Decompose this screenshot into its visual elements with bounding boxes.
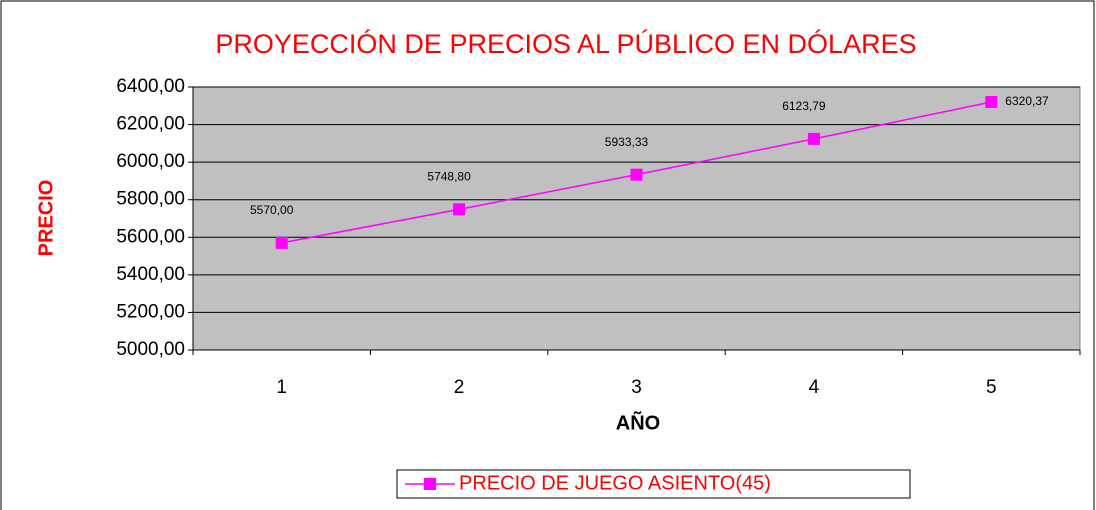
x-tick-label: 4: [809, 377, 820, 398]
data-label: 5748,80: [427, 170, 471, 184]
point: [453, 203, 466, 216]
y-tick-label: 6000,00: [116, 151, 185, 172]
plot-area: [192, 86, 1081, 351]
legend-label: PRECIO DE JUEGO ASIENTO(45): [459, 472, 771, 494]
legend-marker: [424, 478, 436, 490]
y-tick-label: 5000,00: [116, 339, 185, 360]
point: [275, 236, 288, 249]
y-axis-label: PRECIO: [35, 180, 57, 257]
y-tick-label: 5200,00: [116, 301, 185, 322]
legend-box: [396, 469, 911, 499]
x-tick-label: 1: [276, 377, 287, 398]
x-tick-label: 2: [454, 377, 465, 398]
y-tick-label: 5400,00: [116, 264, 185, 285]
y-tick-label: 5800,00: [116, 189, 185, 210]
data-label: 6123,79: [782, 99, 826, 113]
data-label: 5570,00: [250, 203, 294, 217]
point: [630, 168, 643, 181]
point: [807, 132, 820, 145]
x-tick-label: 5: [986, 377, 997, 398]
x-axis-label: AÑO: [616, 411, 660, 434]
chart-title: PROYECCIÓN DE PRECIOS AL PÚBLICO EN DÓLA…: [215, 28, 916, 59]
data-label: 5933,33: [605, 135, 649, 149]
x-tick-label: 3: [631, 377, 642, 398]
y-tick-label: 6400,00: [116, 76, 185, 97]
y-tick-label: 6200,00: [116, 114, 185, 135]
point: [985, 95, 998, 108]
data-label: 6320,37: [1005, 94, 1049, 108]
y-tick-label: 5600,00: [116, 226, 185, 247]
